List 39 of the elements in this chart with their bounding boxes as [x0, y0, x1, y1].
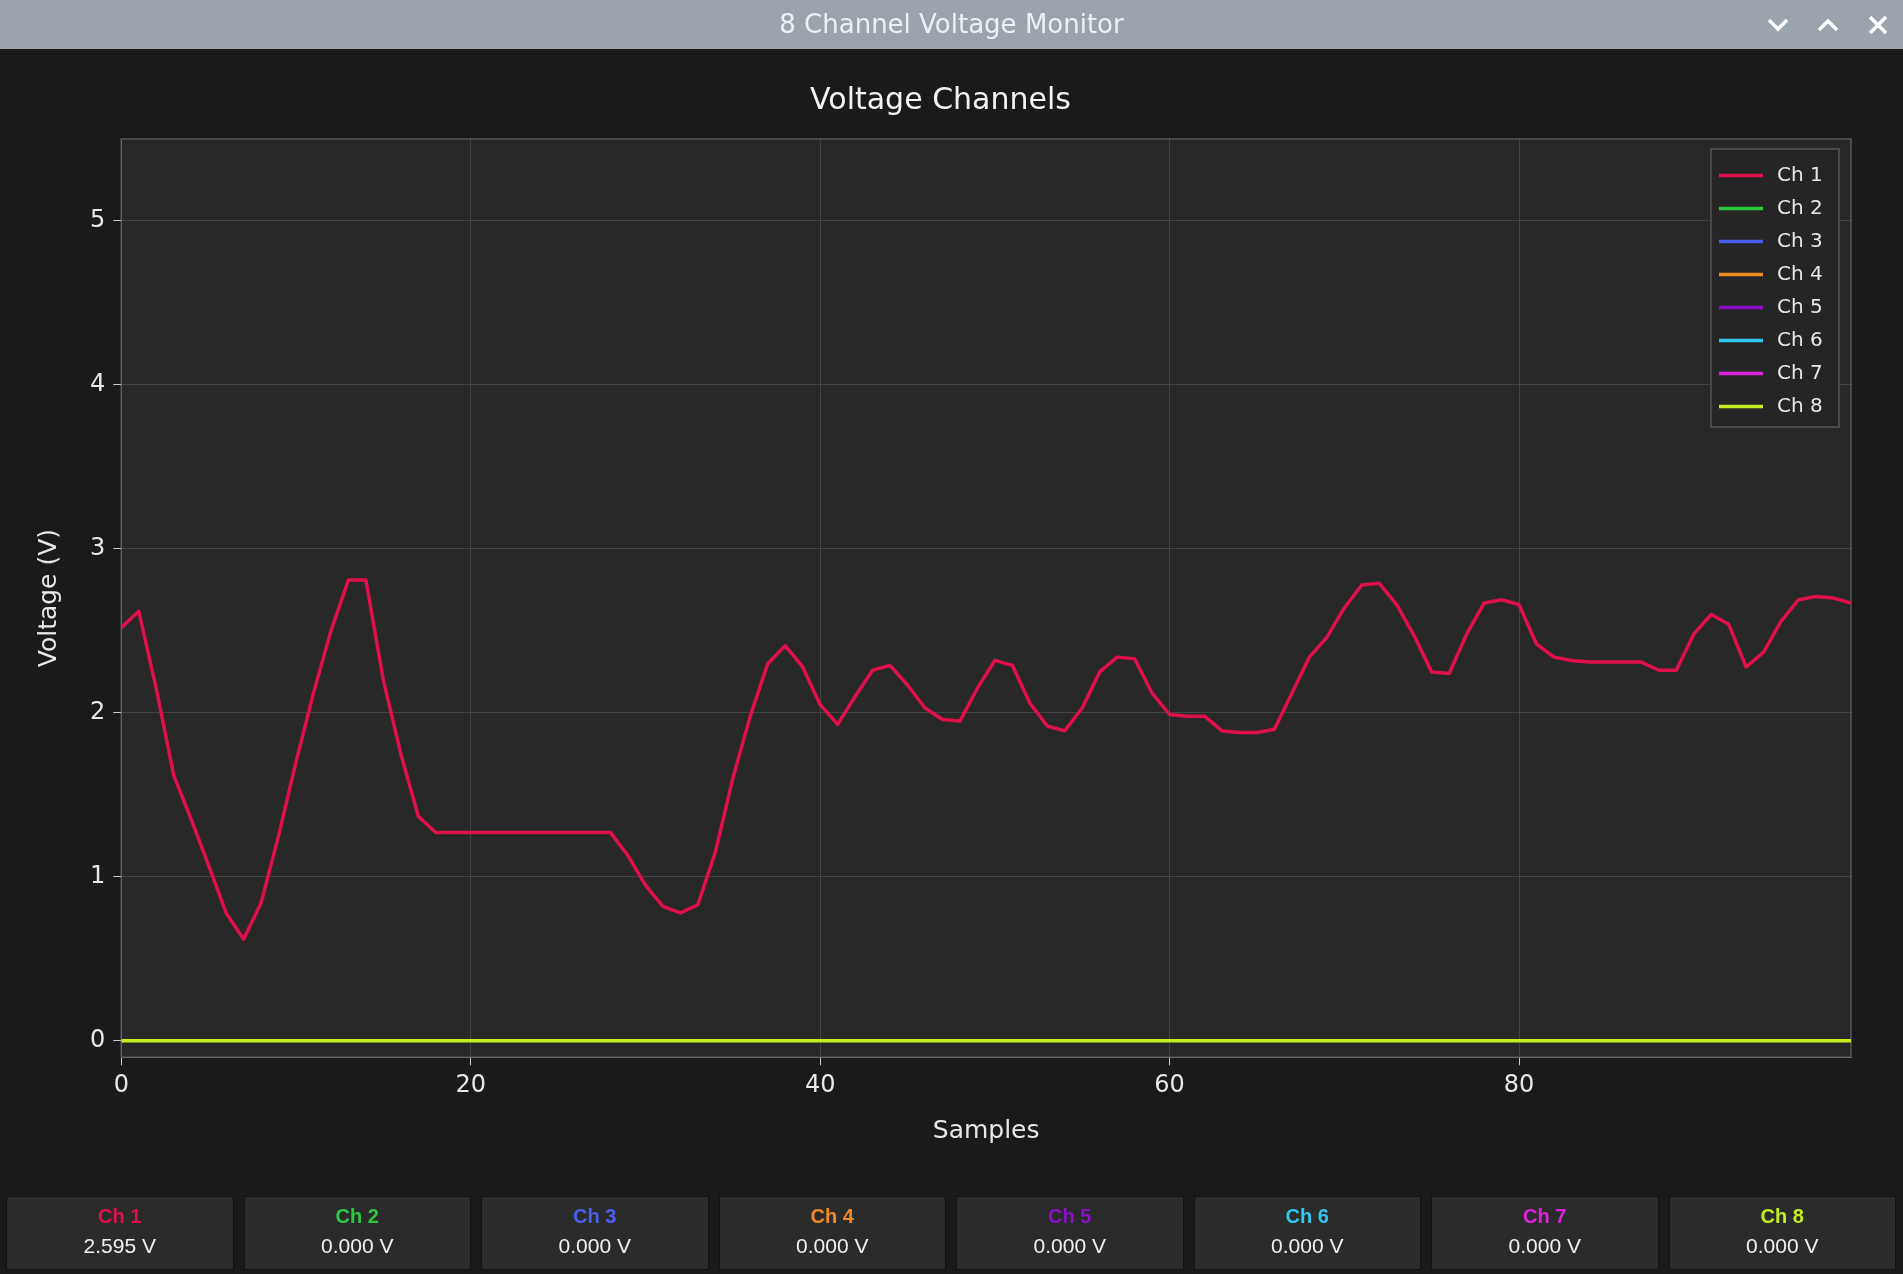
- text: 0.000 V: [1032, 1234, 1107, 1258]
- text: 0.000 V: [1507, 1234, 1582, 1258]
- chart-title: Voltage Channels: [810, 80, 1071, 116]
- legend-label: Ch 2: [1777, 194, 1823, 219]
- x-axis-title: Samples: [932, 1114, 1040, 1144]
- x-tick-label: 40: [804, 1069, 836, 1098]
- x-tick-label: 0: [113, 1069, 129, 1098]
- text: 0.000 V: [320, 1234, 395, 1258]
- text: Ch 2: [335, 1205, 379, 1227]
- text: Ch 1: [98, 1205, 142, 1227]
- legend-label: Ch 7: [1777, 359, 1823, 384]
- text: Ch 7: [1523, 1205, 1567, 1227]
- legend-label: Ch 3: [1777, 227, 1823, 252]
- x-tick-label: 60: [1154, 1069, 1185, 1098]
- y-tick-label: 2: [89, 697, 106, 726]
- text: Ch 8: [1760, 1205, 1804, 1227]
- legend-label: Ch 1: [1777, 161, 1823, 186]
- text: 0.000 V: [1270, 1234, 1345, 1258]
- text: 2.595 V: [82, 1234, 157, 1258]
- y-tick-label: 0: [89, 1025, 106, 1054]
- text: 8 Channel Voltage Monitor: [779, 9, 1124, 39]
- text: 0.000 V: [795, 1234, 870, 1258]
- text: Ch 3: [573, 1205, 617, 1227]
- text: 0.000 V: [1745, 1234, 1820, 1258]
- text: Ch 6: [1285, 1205, 1329, 1227]
- y-tick-label: 1: [89, 861, 106, 890]
- legend-label: Ch 4: [1777, 260, 1823, 285]
- y-tick-label: 3: [89, 533, 106, 562]
- y-tick-label: 5: [89, 205, 106, 234]
- legend-label: Ch 8: [1777, 392, 1823, 417]
- legend-label: Ch 6: [1777, 326, 1823, 351]
- legend-label: Ch 5: [1777, 293, 1823, 318]
- text: Ch 5: [1048, 1205, 1092, 1227]
- y-axis-title: Voltage (V): [32, 528, 62, 668]
- x-tick-label: 80: [1503, 1069, 1535, 1098]
- x-tick-label: 20: [455, 1069, 486, 1098]
- y-tick-label: 4: [89, 369, 106, 398]
- text: 0.000 V: [557, 1234, 632, 1258]
- text: Ch 4: [810, 1205, 854, 1227]
